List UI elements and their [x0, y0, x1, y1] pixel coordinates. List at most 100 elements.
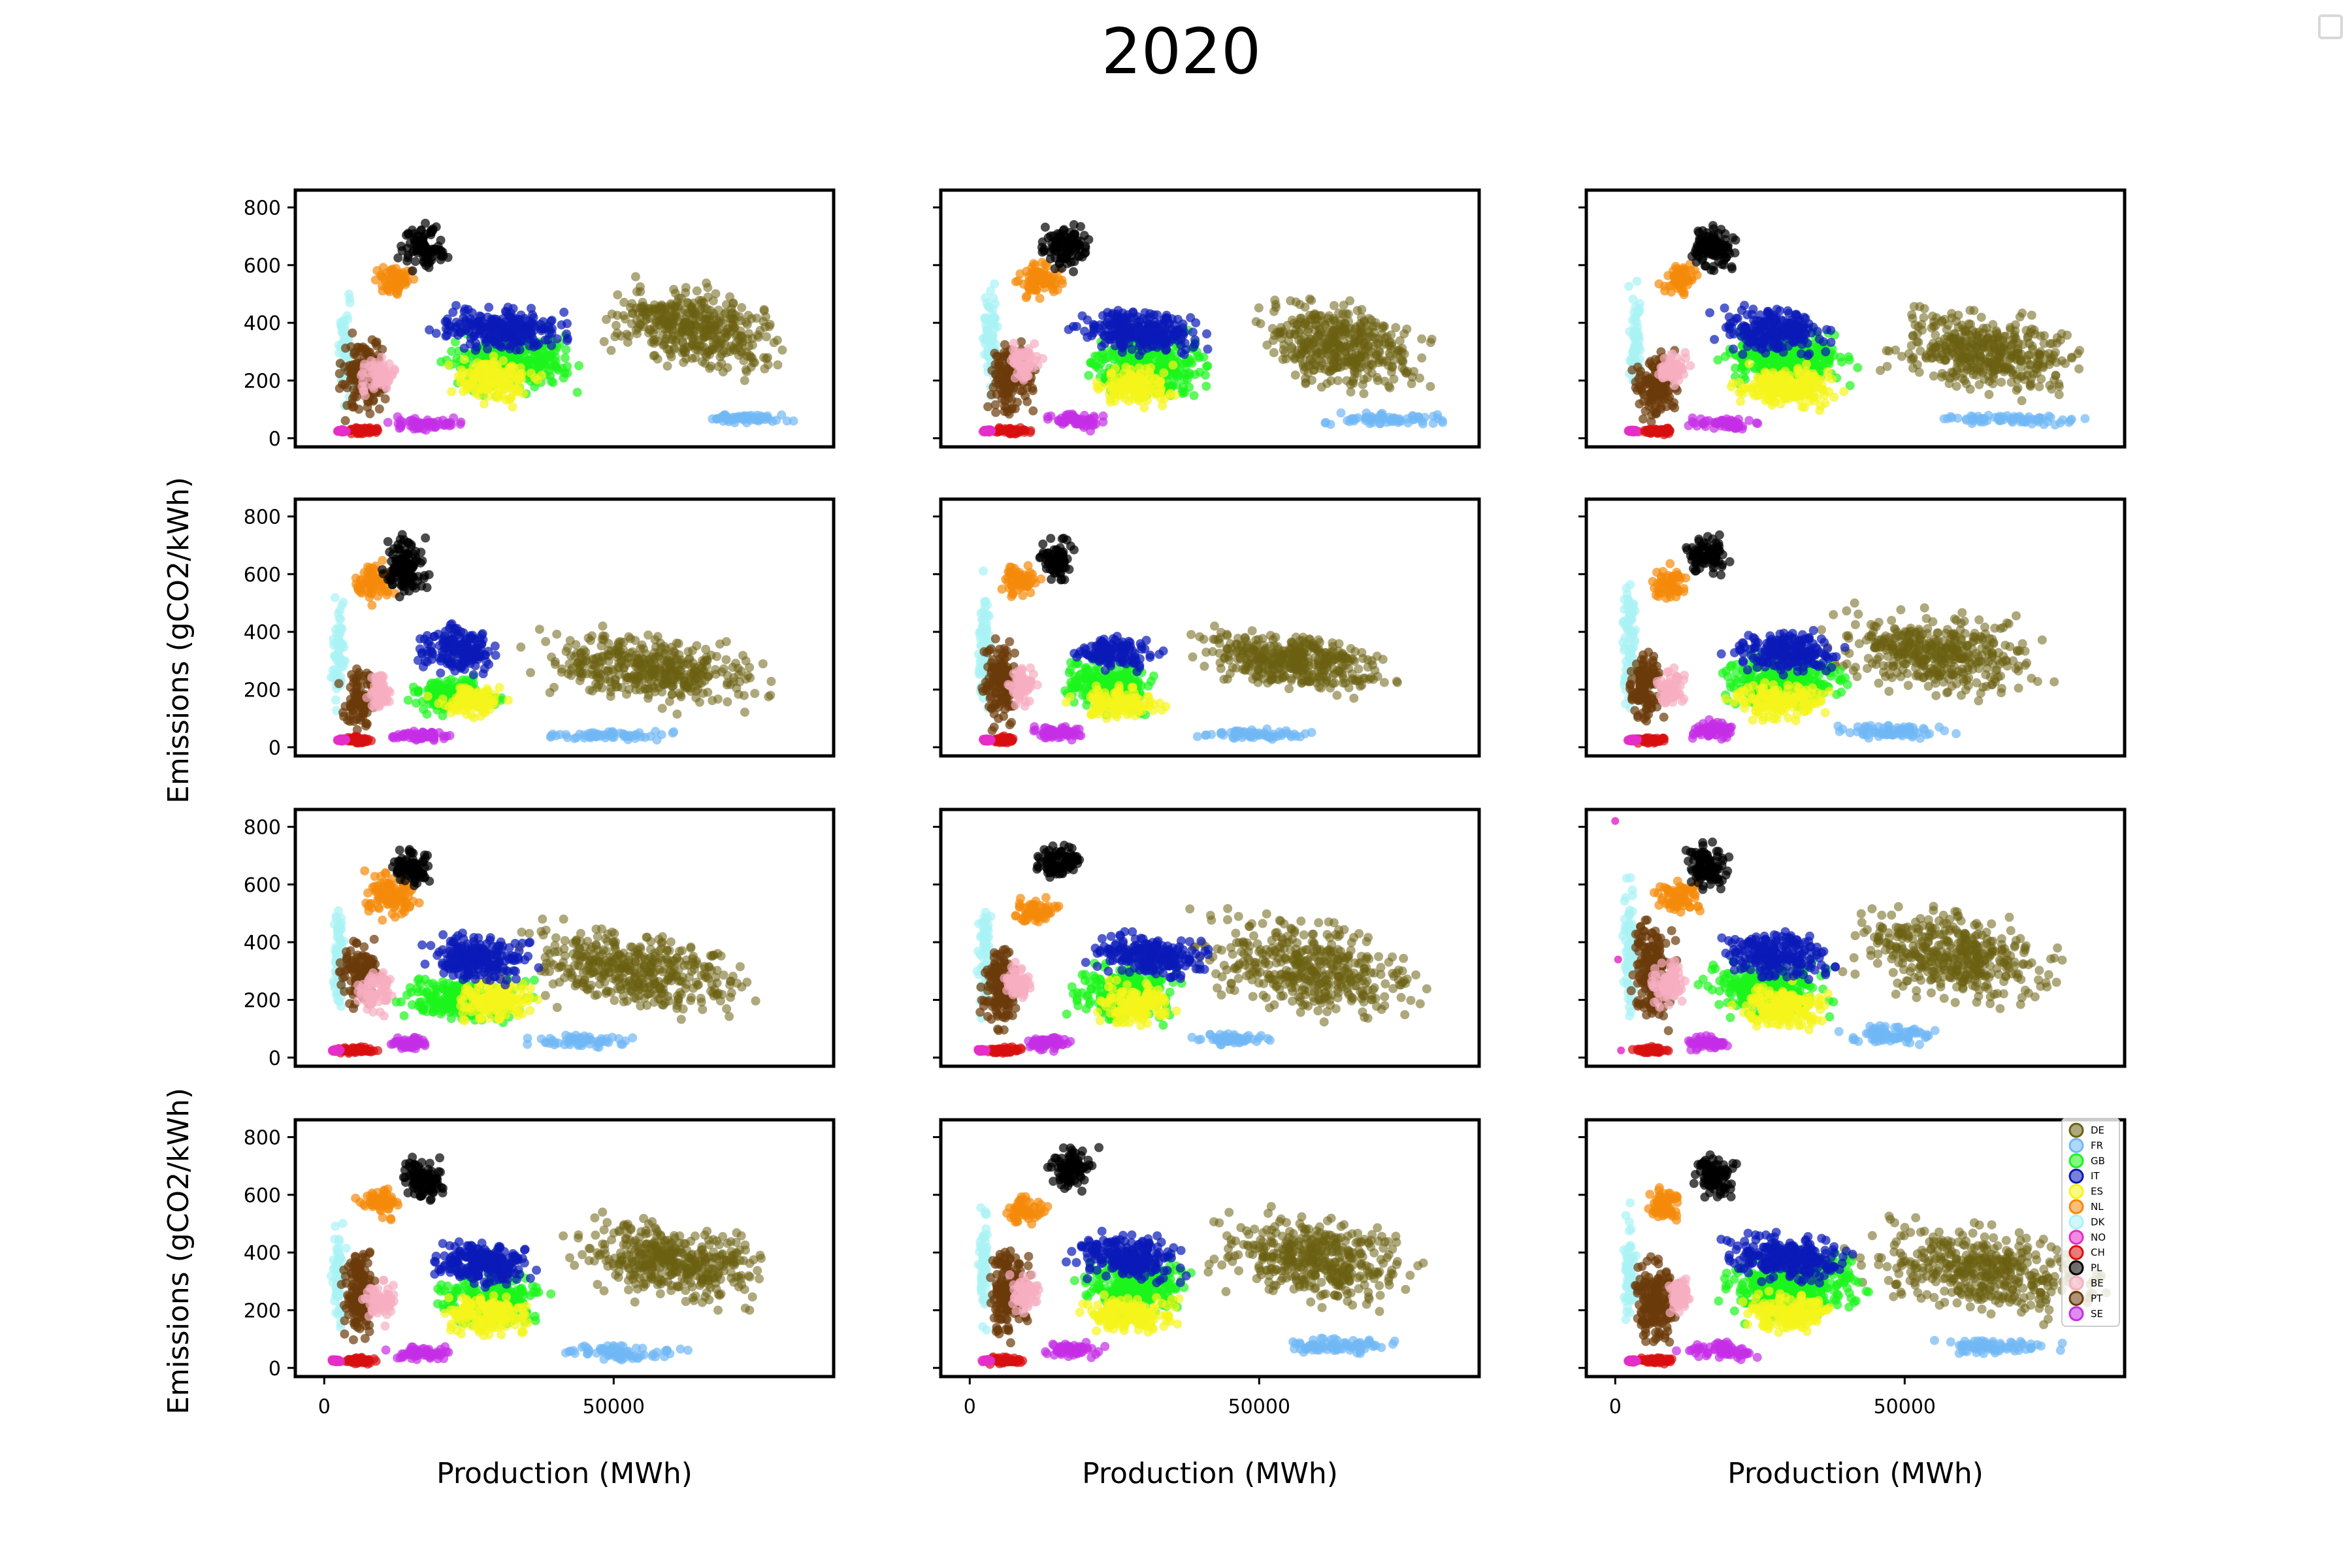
point	[2046, 413, 2055, 422]
point	[1028, 259, 1038, 269]
point	[1891, 345, 1901, 355]
point	[2034, 415, 2044, 424]
series-es	[1726, 359, 1849, 416]
point	[743, 334, 753, 344]
series-pl	[393, 218, 453, 276]
point	[1089, 325, 1099, 335]
point	[345, 361, 355, 370]
point	[1947, 413, 1957, 423]
point	[1028, 406, 1038, 416]
point	[1003, 377, 1013, 387]
point	[994, 375, 1004, 385]
series-it	[1064, 306, 1213, 360]
point	[1796, 380, 1806, 390]
point	[1428, 418, 1438, 428]
point	[1635, 299, 1644, 308]
point	[668, 318, 678, 327]
point	[1979, 417, 1989, 427]
point	[1952, 382, 1961, 391]
point	[377, 352, 387, 362]
point	[1990, 413, 2000, 422]
point	[1417, 353, 1427, 363]
point	[437, 248, 446, 258]
series-fr	[708, 410, 798, 428]
point	[548, 378, 558, 387]
point	[359, 385, 368, 395]
point	[561, 345, 571, 354]
point	[1399, 349, 1409, 359]
point	[763, 360, 773, 370]
point	[563, 368, 572, 378]
point	[1097, 342, 1107, 351]
point	[2054, 379, 2064, 389]
point	[374, 404, 384, 414]
point	[412, 419, 422, 429]
series-be	[1006, 338, 1048, 385]
point	[1068, 235, 1077, 244]
point	[679, 305, 689, 315]
point	[552, 363, 561, 373]
point	[2058, 415, 2068, 425]
point	[1839, 387, 1849, 397]
point	[1968, 416, 1978, 426]
point	[1287, 344, 1297, 353]
point	[1368, 321, 1378, 331]
point	[2015, 312, 2025, 321]
point	[726, 327, 736, 336]
point	[719, 410, 729, 420]
point	[560, 353, 570, 363]
point	[358, 342, 368, 352]
point	[2050, 420, 2060, 430]
point	[2008, 335, 2017, 344]
point	[378, 272, 387, 282]
point	[722, 300, 731, 310]
series-be	[1654, 348, 1695, 391]
point	[444, 325, 453, 335]
point	[393, 289, 402, 299]
point	[1139, 403, 1149, 413]
series-it	[425, 301, 572, 355]
point	[471, 388, 481, 398]
point	[342, 383, 352, 393]
point	[1391, 323, 1401, 333]
point	[1107, 310, 1117, 320]
point	[428, 226, 438, 236]
point	[1974, 380, 1984, 389]
point	[1403, 418, 1413, 428]
series-no	[978, 425, 996, 437]
point	[378, 344, 387, 354]
point	[2006, 353, 2016, 363]
point	[1667, 401, 1677, 411]
point	[1736, 397, 1745, 406]
point	[495, 341, 505, 351]
point	[782, 416, 792, 426]
point	[777, 345, 787, 355]
point	[1338, 327, 1348, 336]
point	[1122, 374, 1132, 384]
point	[1179, 382, 1188, 392]
point	[367, 335, 377, 345]
point	[612, 328, 622, 338]
point	[495, 372, 505, 382]
point	[759, 306, 769, 316]
point	[1201, 361, 1211, 371]
point	[456, 417, 466, 427]
point	[1156, 385, 1166, 395]
point	[1330, 316, 1340, 326]
point	[1028, 267, 1038, 277]
point	[689, 298, 698, 308]
point	[1999, 412, 2008, 422]
point	[1646, 389, 1656, 399]
point	[1780, 367, 1790, 376]
point	[734, 335, 744, 344]
point	[662, 361, 672, 371]
point	[1124, 331, 1134, 340]
point	[1784, 376, 1794, 385]
point	[1358, 380, 1367, 389]
point	[1321, 417, 1331, 427]
point	[1156, 393, 1166, 403]
point	[1989, 365, 1999, 374]
scatter-points	[333, 218, 798, 438]
point	[986, 286, 996, 296]
point	[669, 285, 679, 294]
